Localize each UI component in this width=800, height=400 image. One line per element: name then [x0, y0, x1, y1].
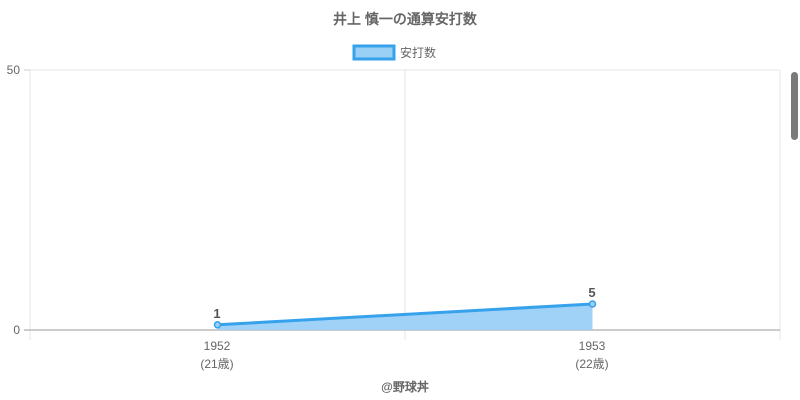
y-tick-label-50: 50 — [7, 63, 21, 77]
x-tick-sublabel: (22歳) — [575, 357, 608, 371]
data-point — [588, 300, 597, 308]
chart-title: 井上 慎一の通算安打数 — [333, 11, 478, 27]
legend-swatch — [352, 44, 396, 61]
x-tick-label: 1952 — [204, 339, 231, 353]
y-tick-label-0: 0 — [13, 323, 20, 337]
series-marks — [213, 300, 597, 330]
x-tick-label: 1953 — [579, 339, 606, 353]
scrollbar[interactable] — [791, 72, 798, 140]
x-tick-sublabel: (21歳) — [200, 357, 233, 371]
series-line — [217, 302, 593, 327]
credit: @野球丼 — [381, 379, 429, 394]
legend[interactable]: 安打数 — [352, 44, 436, 61]
data-label: 1 — [213, 306, 220, 321]
grid — [24, 69, 781, 340]
legend-label: 安打数 — [400, 45, 436, 60]
data-label: 5 — [588, 285, 595, 300]
data-point — [213, 321, 222, 329]
